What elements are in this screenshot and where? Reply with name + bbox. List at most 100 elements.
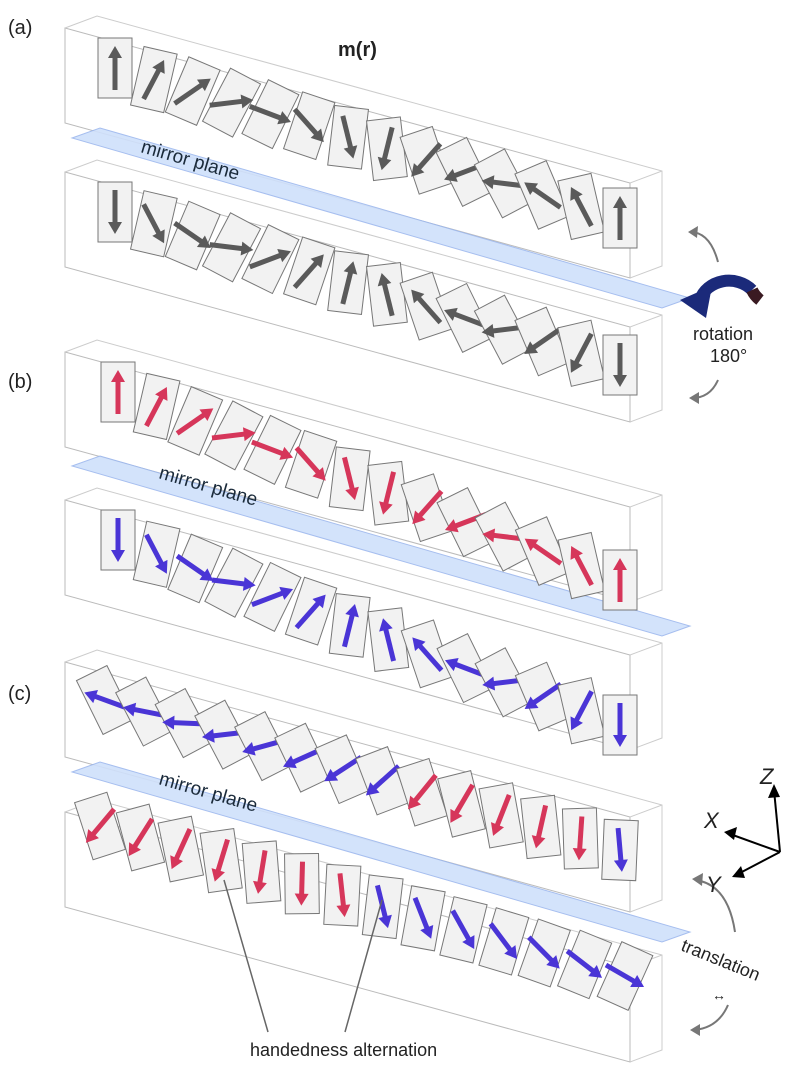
axis-z [773,789,781,853]
spin-arrow-head [524,182,539,196]
rotation-arc-end [746,287,764,305]
arrow-head [768,784,780,798]
spin-arrow-head [310,128,324,143]
spin-arrow-head [242,576,256,591]
spin-arrow [412,896,431,933]
spin-arrow-head [128,842,141,857]
spin-arrow-head [312,594,326,609]
spin-arrow-head [524,341,539,354]
panel-label: (c) [8,683,31,705]
spin-chains [73,37,654,1011]
spin-arrow-head [450,808,463,823]
box-edge [629,642,663,656]
spin-arrow [211,577,249,587]
axis-label: Z [759,764,775,789]
axis-x [729,833,781,853]
spin-arrow [572,551,594,587]
rotation-angle: 180° [710,346,747,366]
spin-arrow-head [336,904,351,918]
spin-arrow-head [199,568,214,581]
spin-arrow-head [324,768,339,782]
spin-arrow-head [412,637,426,652]
spin-arrow-head [201,728,215,743]
spin-arrow [299,861,306,898]
spin-arrow [414,142,443,173]
spin-arrow-head [524,538,539,552]
spin-arrow-head [570,358,583,373]
mirror-plane-label: mirror plane [139,137,242,185]
spin-arrow-head [343,261,358,275]
spin-arrow-head [570,186,583,201]
spin-arrow-head [482,676,496,691]
spin-arrow-head [377,156,392,171]
spin-arrow [526,935,556,965]
spin-arrow [340,115,354,152]
spin-arrow-head [379,501,393,515]
spin-arrow-head [155,559,168,574]
spin-arrow-head [277,111,291,125]
spin-arrow-head [462,935,475,950]
arrow-head [690,1024,700,1036]
spin-arrow [493,794,512,830]
spin-arrow-head [283,755,297,769]
spin-arrow-head [279,586,294,600]
spin-arrow-head [444,657,459,672]
spin-arrow-head [546,955,560,969]
spin-arrow-head [482,528,496,543]
spin-arrow [173,81,206,106]
spin-arrow [529,326,562,352]
spin-arrow-head [411,163,425,177]
spin-arrow-head [481,323,495,338]
annotation: handedness alternation [250,1040,437,1060]
spin-arrow [565,949,598,975]
translation-text: translation [679,935,764,985]
axis-y [737,851,781,875]
spin-arrow [414,294,443,325]
spin-arrow-head [613,375,627,387]
spin-arrow-head [240,94,254,109]
spin-arrow-head [504,945,518,959]
spin-arrow [415,641,444,672]
spin-arrow-head [279,446,294,460]
spin-arrow-head [613,558,627,570]
spin-arrow-head [253,880,267,894]
spin-arrow-head [444,519,459,533]
spin-arrow-head [211,868,225,882]
mirror-plane [70,455,692,637]
spin-arrow-head [111,370,125,382]
spin-arrow-head [630,974,645,988]
spin-arrow-head [277,248,291,263]
spin-arrow-head [490,822,504,836]
spin-arrow-head [240,241,254,256]
spin-arrow-head [84,690,98,704]
spin-arrow-head [196,235,211,249]
spin-arrow [615,827,624,865]
spin-arrow [337,873,347,910]
spin-arrow [576,816,585,853]
spin-arrow-head [408,795,422,810]
arrow-head [689,392,699,404]
pointer-line [223,879,269,1033]
spin-arrow [141,65,163,101]
spin-arrow-head [345,486,359,501]
spin-arrow-head [379,618,393,632]
spin-arrow [144,533,166,568]
box-edge [629,314,663,328]
spin-arrow-head [123,702,137,717]
spin-arrow [381,126,395,163]
spin-arrow-head [152,60,165,74]
arrow-head [692,873,703,886]
spin-arrow [488,922,515,955]
spin-arrow [89,807,117,839]
spin-arrow-head [378,914,392,929]
spin-arrow-head [199,408,214,422]
spin-arrow-head [312,467,326,481]
arrow-head [688,226,698,238]
spin-arrow-head [294,893,309,906]
pointer-line [344,899,383,1033]
spin-arrow-head [444,307,458,321]
spin-arrow-head [570,546,583,560]
spin-arrow [248,104,285,122]
spin-arrow [209,98,246,108]
